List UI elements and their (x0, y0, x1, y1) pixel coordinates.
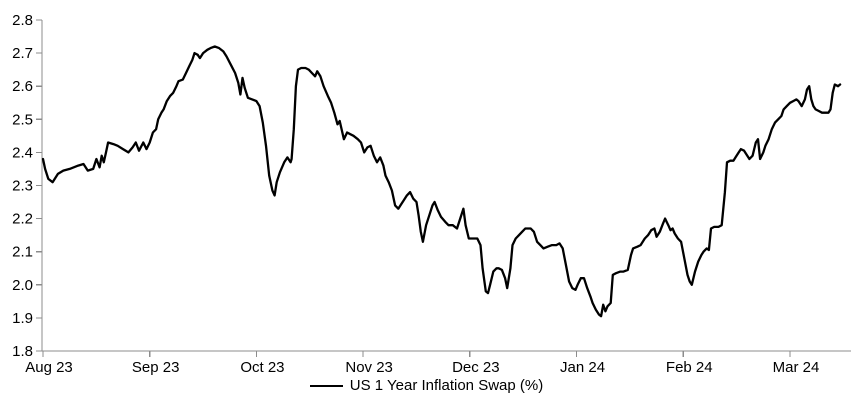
x-tick-label: Nov 23 (345, 359, 393, 376)
y-tick-label: 1.9 (12, 310, 33, 327)
x-tick-label: Jan 24 (560, 359, 605, 376)
y-tick-label: 2.2 (12, 211, 33, 228)
y-tick-label: 2.0 (12, 277, 33, 294)
y-tick-label: 2.1 (12, 244, 33, 261)
y-tick-label: 2.8 (12, 12, 33, 29)
y-tick-label: 2.6 (12, 78, 33, 95)
legend-label: US 1 Year Inflation Swap (%) (349, 377, 544, 394)
x-tick-label: Mar 24 (773, 359, 820, 376)
x-tick-label: Dec 23 (452, 359, 500, 376)
y-tick-label: 1.8 (12, 343, 33, 360)
series-line (41, 45, 842, 318)
y-tick-label: 2.4 (12, 144, 33, 161)
x-tick-label: Aug 23 (25, 359, 73, 376)
y-tick-label: 2.3 (12, 178, 33, 195)
x-tick-label: Oct 23 (240, 359, 284, 376)
legend-line-swatch (309, 384, 343, 387)
x-tick-label: Feb 24 (666, 359, 713, 376)
y-tick-label: 2.7 (12, 45, 33, 62)
legend: US 1 Year Inflation Swap (%) (0, 377, 853, 394)
x-tick-label: Sep 23 (132, 359, 180, 376)
y-tick-label: 2.5 (12, 111, 33, 128)
